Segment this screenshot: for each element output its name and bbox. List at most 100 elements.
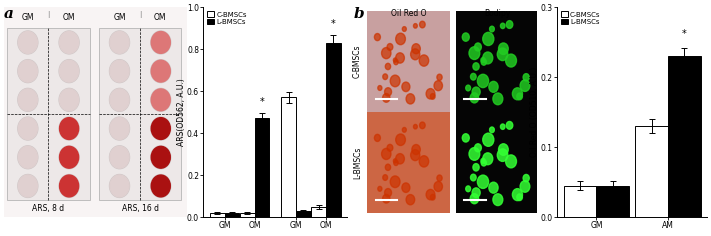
Circle shape: [473, 164, 479, 171]
Circle shape: [506, 155, 516, 168]
Text: |: |: [139, 11, 141, 18]
Circle shape: [109, 117, 129, 140]
Circle shape: [493, 93, 503, 105]
Circle shape: [110, 89, 129, 111]
Bar: [668, 56, 700, 217]
Circle shape: [383, 93, 390, 102]
Circle shape: [472, 188, 480, 198]
Circle shape: [483, 52, 493, 64]
Circle shape: [471, 73, 476, 80]
Circle shape: [151, 146, 171, 169]
Circle shape: [481, 160, 486, 166]
Circle shape: [419, 122, 425, 129]
Circle shape: [506, 122, 513, 129]
Circle shape: [18, 60, 38, 83]
Circle shape: [110, 32, 129, 53]
Circle shape: [60, 146, 79, 168]
Circle shape: [520, 80, 530, 91]
Circle shape: [18, 32, 38, 53]
Text: *: *: [260, 97, 264, 107]
Bar: [296, 211, 311, 217]
Circle shape: [151, 146, 171, 168]
Circle shape: [18, 146, 38, 169]
Text: *: *: [682, 29, 687, 39]
Bar: [225, 213, 240, 217]
Text: |: |: [48, 11, 50, 18]
Circle shape: [151, 175, 171, 197]
Bar: [456, 11, 537, 112]
Circle shape: [18, 88, 38, 111]
Circle shape: [402, 82, 410, 92]
Text: ARS, 8 d: ARS, 8 d: [33, 204, 65, 213]
Bar: [597, 185, 629, 217]
Circle shape: [393, 159, 397, 163]
Circle shape: [469, 47, 480, 59]
Circle shape: [18, 60, 38, 82]
Circle shape: [18, 175, 38, 197]
Circle shape: [472, 87, 480, 97]
Circle shape: [414, 124, 417, 129]
Circle shape: [151, 117, 171, 140]
Circle shape: [383, 74, 387, 80]
Circle shape: [493, 194, 503, 206]
Circle shape: [59, 146, 79, 169]
Bar: [564, 185, 597, 217]
Circle shape: [110, 146, 129, 168]
Circle shape: [378, 186, 382, 191]
Circle shape: [517, 194, 523, 201]
Circle shape: [385, 164, 390, 170]
Circle shape: [434, 81, 442, 91]
Circle shape: [437, 74, 442, 80]
Circle shape: [470, 93, 479, 103]
Bar: [255, 118, 269, 217]
Text: L-BMSCs: L-BMSCs: [353, 146, 362, 179]
Circle shape: [474, 43, 481, 51]
Circle shape: [497, 149, 508, 161]
Circle shape: [490, 127, 494, 133]
Bar: [326, 43, 341, 217]
Circle shape: [483, 32, 494, 46]
Circle shape: [60, 60, 79, 82]
Bar: [367, 11, 450, 112]
Circle shape: [470, 194, 479, 204]
Circle shape: [151, 89, 171, 111]
Circle shape: [523, 174, 529, 182]
Circle shape: [426, 88, 435, 99]
Circle shape: [419, 21, 425, 28]
Circle shape: [477, 175, 488, 188]
Circle shape: [434, 181, 442, 191]
Circle shape: [60, 118, 79, 139]
Circle shape: [385, 63, 390, 70]
Circle shape: [520, 181, 530, 192]
Circle shape: [430, 194, 435, 200]
Circle shape: [109, 31, 129, 54]
Bar: [282, 97, 296, 217]
Circle shape: [498, 43, 508, 55]
Circle shape: [393, 58, 397, 62]
Circle shape: [466, 186, 471, 192]
Circle shape: [406, 194, 415, 205]
Legend: C-BMSCs, L-BMSCs: C-BMSCs, L-BMSCs: [207, 11, 247, 25]
Bar: [7, 28, 90, 200]
Circle shape: [501, 23, 505, 29]
Circle shape: [489, 81, 498, 92]
Circle shape: [466, 85, 471, 91]
Circle shape: [471, 174, 476, 181]
Bar: [311, 207, 326, 217]
Bar: [635, 126, 668, 217]
Text: C-BMSCs: C-BMSCs: [353, 45, 362, 78]
Circle shape: [483, 153, 493, 165]
Circle shape: [394, 59, 398, 65]
Circle shape: [506, 21, 513, 28]
Circle shape: [497, 48, 508, 61]
Circle shape: [383, 175, 387, 180]
Text: *: *: [331, 19, 336, 29]
Circle shape: [59, 117, 79, 140]
Text: OM: OM: [154, 13, 166, 22]
Circle shape: [411, 49, 419, 60]
Circle shape: [390, 75, 400, 87]
Circle shape: [18, 89, 38, 111]
Circle shape: [490, 26, 494, 32]
Circle shape: [513, 189, 523, 201]
Circle shape: [18, 146, 38, 168]
